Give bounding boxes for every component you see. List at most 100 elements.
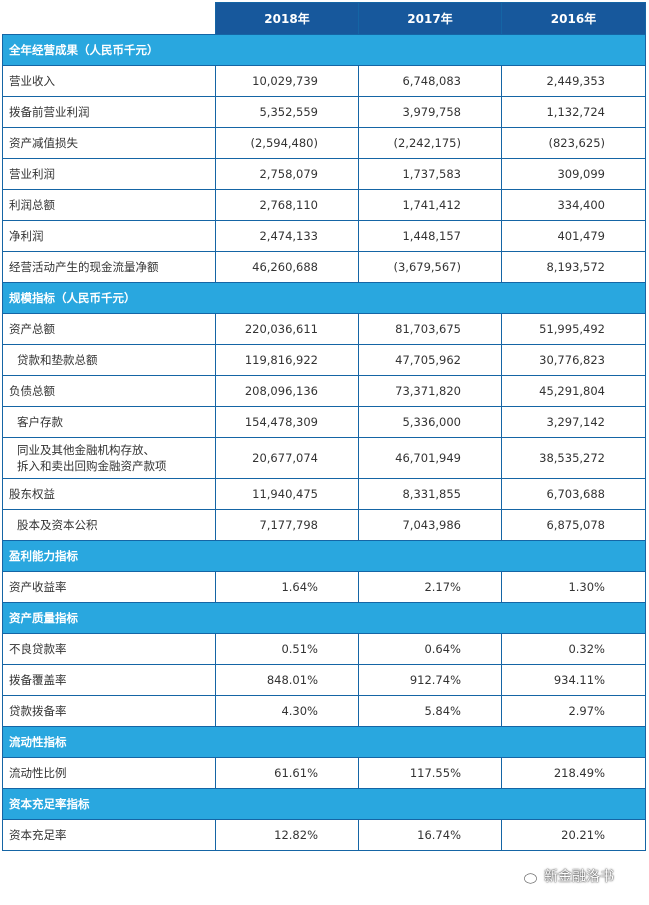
value-cell: 218.49% bbox=[501, 757, 646, 789]
table-row: 资本充足率 12.82% 16.74% 20.21% bbox=[2, 819, 646, 851]
table-row: 客户存款 154,478,309 5,336,000 3,297,142 bbox=[2, 406, 646, 438]
value-cell: 46,701,949 bbox=[358, 437, 502, 479]
section-title: 规模指标（人民币千元） bbox=[2, 282, 646, 314]
table-row: 贷款拨备率 4.30% 5.84% 2.97% bbox=[2, 695, 646, 727]
section-header-row: 资本充足率指标 bbox=[2, 788, 646, 820]
row-label-text: 股本及资本公积 bbox=[17, 518, 98, 532]
row-label: 股本及资本公积 bbox=[2, 509, 216, 541]
row-label: 贷款拨备率 bbox=[2, 695, 216, 727]
value-cell: 2.97% bbox=[501, 695, 646, 727]
value-cell: 3,979,758 bbox=[358, 96, 502, 128]
value-cell: 3,297,142 bbox=[501, 406, 646, 438]
row-label-text-line2: 拆入和卖出回购金融资产款项 bbox=[17, 459, 167, 473]
section-title: 流动性指标 bbox=[2, 726, 646, 758]
value-cell: 0.32% bbox=[501, 633, 646, 665]
value-cell: 1,132,724 bbox=[501, 96, 646, 128]
table-row: 拨备覆盖率 848.01% 912.74% 934.11% bbox=[2, 664, 646, 696]
row-label-text: 流动性比例 bbox=[9, 766, 67, 780]
section-header-row: 盈利能力指标 bbox=[2, 540, 646, 572]
row-label-text: 资产减值损失 bbox=[9, 136, 78, 150]
row-label-text: 资产收益率 bbox=[9, 580, 67, 594]
value-cell: 11,940,475 bbox=[215, 478, 359, 510]
value-cell: 4.30% bbox=[215, 695, 359, 727]
value-cell: 12.82% bbox=[215, 819, 359, 851]
value-cell: (3,679,567) bbox=[358, 251, 502, 283]
value-cell: (2,242,175) bbox=[358, 127, 502, 159]
row-label-text: 同业及其他金融机构存放、 bbox=[17, 443, 155, 457]
table-row: 股东权益 11,940,475 8,331,855 6,703,688 bbox=[2, 478, 646, 510]
row-label: 净利润 bbox=[2, 220, 216, 252]
table-row: 资产收益率 1.64% 2.17% 1.30% bbox=[2, 571, 646, 603]
value-cell: 1.64% bbox=[215, 571, 359, 603]
value-cell: 1,737,583 bbox=[358, 158, 502, 190]
table-row: 同业及其他金融机构存放、 拆入和卖出回购金融资产款项 20,677,074 46,70… bbox=[2, 437, 646, 479]
value-cell: 2,758,079 bbox=[215, 158, 359, 190]
row-label: 负债总额 bbox=[2, 375, 216, 407]
year-header: 2016年 bbox=[501, 2, 646, 35]
row-label-text: 营业收入 bbox=[9, 74, 55, 88]
value-cell: 1,448,157 bbox=[358, 220, 502, 252]
value-cell: (2,594,480) bbox=[215, 127, 359, 159]
row-label: 利润总额 bbox=[2, 189, 216, 221]
value-cell: 51,995,492 bbox=[501, 313, 646, 345]
value-cell: 8,193,572 bbox=[501, 251, 646, 283]
row-label: 资本充足率 bbox=[2, 819, 216, 851]
section-title: 资本充足率指标 bbox=[2, 788, 646, 820]
value-cell: 10,029,739 bbox=[215, 65, 359, 97]
row-label: 同业及其他金融机构存放、 拆入和卖出回购金融资产款项 bbox=[2, 437, 216, 479]
value-cell: 1.30% bbox=[501, 571, 646, 603]
header-blank-cell bbox=[2, 2, 216, 35]
section-title: 全年经营成果（人民币千元） bbox=[2, 34, 646, 66]
table-row: 流动性比例 61.61% 117.55% 218.49% bbox=[2, 757, 646, 789]
value-cell: 2,768,110 bbox=[215, 189, 359, 221]
table-row: 拨备前营业利润 5,352,559 3,979,758 1,132,724 bbox=[2, 96, 646, 128]
row-label: 拨备前营业利润 bbox=[2, 96, 216, 128]
row-label: 营业利润 bbox=[2, 158, 216, 190]
table-row: 经营活动产生的现金流量净额 46,260,688 (3,679,567) 8,193,… bbox=[2, 251, 646, 283]
value-cell: 5,352,559 bbox=[215, 96, 359, 128]
value-cell: 30,776,823 bbox=[501, 344, 646, 376]
value-cell: 20,677,074 bbox=[215, 437, 359, 479]
section-header-row: 规模指标（人民币千元） bbox=[2, 282, 646, 314]
row-label-text: 营业利润 bbox=[9, 167, 55, 181]
value-cell: 0.51% bbox=[215, 633, 359, 665]
table-row: 利润总额 2,768,110 1,741,412 334,400 bbox=[2, 189, 646, 221]
row-label: 资产总额 bbox=[2, 313, 216, 345]
row-label: 流动性比例 bbox=[2, 757, 216, 789]
value-cell: 6,875,078 bbox=[501, 509, 646, 541]
row-label-text: 拨备前营业利润 bbox=[9, 105, 90, 119]
row-label: 贷款和垫款总额 bbox=[2, 344, 216, 376]
value-cell: 81,703,675 bbox=[358, 313, 502, 345]
wechat-icon bbox=[516, 868, 537, 884]
section-header-row: 资产质量指标 bbox=[2, 602, 646, 634]
table-row: 股本及资本公积 7,177,798 7,043,986 6,875,078 bbox=[2, 509, 646, 541]
watermark-text: 新金融洛书 bbox=[544, 869, 614, 885]
value-cell: 2.17% bbox=[358, 571, 502, 603]
row-label-text: 客户存款 bbox=[17, 415, 63, 429]
section-title: 资产质量指标 bbox=[2, 602, 646, 634]
value-cell: 45,291,804 bbox=[501, 375, 646, 407]
row-label-text: 拨备覆盖率 bbox=[9, 673, 67, 687]
row-label-text: 股东权益 bbox=[9, 487, 55, 501]
section-title: 盈利能力指标 bbox=[2, 540, 646, 572]
value-cell: 46,260,688 bbox=[215, 251, 359, 283]
value-cell: 934.11% bbox=[501, 664, 646, 696]
row-label: 经营活动产生的现金流量净额 bbox=[2, 251, 216, 283]
row-label: 拨备覆盖率 bbox=[2, 664, 216, 696]
table-row: 贷款和垫款总额 119,816,922 47,705,962 30,776,823 bbox=[2, 344, 646, 376]
row-label-text: 负债总额 bbox=[9, 384, 55, 398]
value-cell: 848.01% bbox=[215, 664, 359, 696]
value-cell: 7,177,798 bbox=[215, 509, 359, 541]
year-header: 2018年 bbox=[215, 2, 359, 35]
value-cell: 912.74% bbox=[358, 664, 502, 696]
value-cell: 334,400 bbox=[501, 189, 646, 221]
row-label: 营业收入 bbox=[2, 65, 216, 97]
row-label-text: 资本充足率 bbox=[9, 828, 67, 842]
table-row: 营业收入 10,029,739 6,748,083 2,449,353 bbox=[2, 65, 646, 97]
value-cell: 309,099 bbox=[501, 158, 646, 190]
row-label-text: 不良贷款率 bbox=[9, 642, 67, 656]
value-cell: 16.74% bbox=[358, 819, 502, 851]
year-header: 2017年 bbox=[358, 2, 502, 35]
row-label-text: 利润总额 bbox=[9, 198, 55, 212]
value-cell: 154,478,309 bbox=[215, 406, 359, 438]
